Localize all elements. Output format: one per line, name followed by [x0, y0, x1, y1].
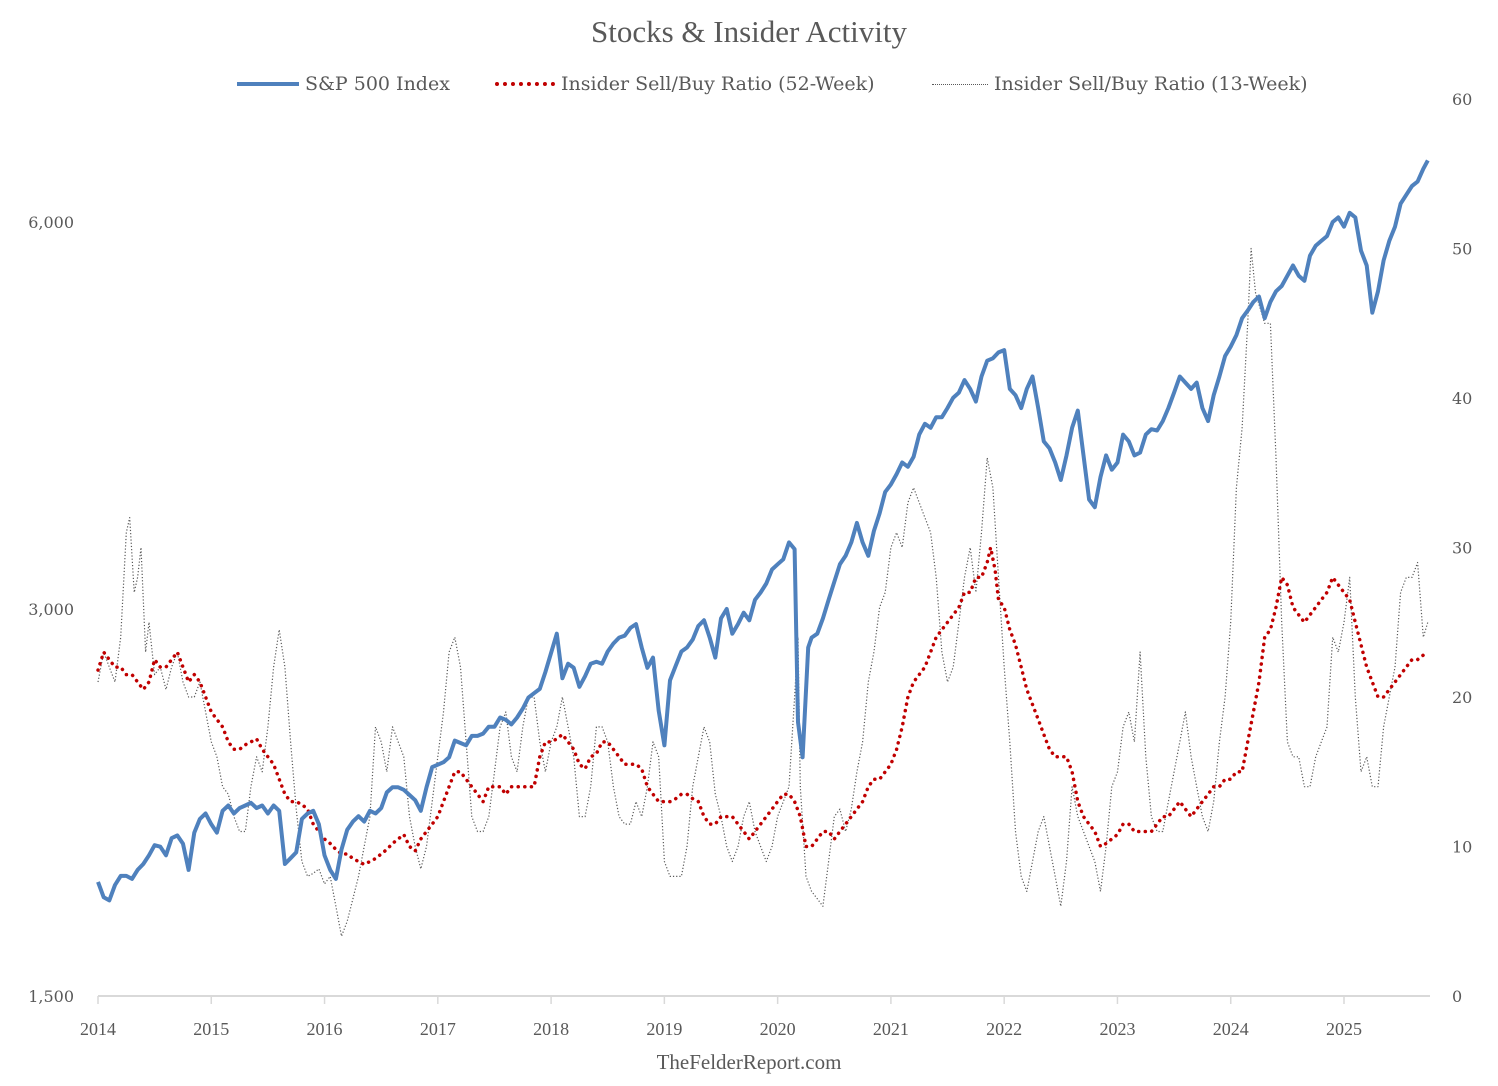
series-line-sp500: [96, 159, 1430, 903]
x-tick-label: 2014: [80, 1019, 116, 1039]
x-tick-label: 2016: [307, 1019, 343, 1039]
legend: S&P 500 Index Insider Sell/Buy Ratio (52…: [0, 68, 1498, 100]
x-tick-label: 2018: [533, 1019, 569, 1039]
legend-item-ratio-52w: Insider Sell/Buy Ratio (52-Week): [495, 68, 875, 100]
y-right-tick-label: 0: [1452, 987, 1462, 1006]
x-tick-label: 2023: [1099, 1019, 1135, 1039]
y-right-tick-label: 50: [1452, 240, 1472, 259]
legend-swatch-red-dotted: [495, 82, 555, 86]
source-credit: TheFelderReport.com: [656, 1050, 842, 1074]
y-left-tick-label: 1,500: [28, 987, 74, 1006]
legend-item-sp500: S&P 500 Index: [237, 68, 450, 100]
x-tick-label: 2025: [1326, 1019, 1362, 1039]
series-line-ratio-13w: [97, 247, 1429, 937]
x-tick-label: 2015: [193, 1019, 229, 1039]
y-left-axis-ticks: 1,500 3,000 6,000: [28, 213, 74, 1006]
y-right-tick-label: 10: [1452, 838, 1472, 857]
y-right-tick-label: 30: [1452, 539, 1472, 558]
legend-label-sp500: S&P 500 Index: [305, 73, 450, 95]
x-axis-ticks: 2014 2015 2016 2017 2018 2019 2020 2021 2022 2023…: [80, 996, 1362, 1039]
chart-title: Stocks & Insider Activity: [590, 14, 907, 49]
legend-item-ratio-13w: Insider Sell/Buy Ratio (13-Week): [932, 68, 1308, 100]
x-tick-label: 2022: [986, 1019, 1022, 1039]
y-right-tick-label: 40: [1452, 389, 1472, 408]
y-right-axis-ticks: 0 10 20 30 40 50 60: [1452, 90, 1472, 1006]
x-tick-label: 2020: [760, 1019, 796, 1039]
legend-label-ratio-13w: Insider Sell/Buy Ratio (13-Week): [994, 73, 1308, 95]
y-right-tick-label: 20: [1452, 688, 1472, 707]
series-line-ratio-52w: [96, 545, 1430, 867]
x-tick-label: 2024: [1213, 1019, 1249, 1039]
series-layer: [96, 159, 1430, 937]
y-right-tick-label: 60: [1452, 90, 1472, 109]
y-left-tick-label: 3,000: [28, 600, 74, 619]
x-tick-label: 2017: [420, 1019, 456, 1039]
legend-swatch-solid-line: [237, 82, 299, 86]
legend-swatch-gray-dotted: [932, 83, 988, 85]
x-tick-label: 2019: [646, 1019, 682, 1039]
legend-label-ratio-52w: Insider Sell/Buy Ratio (52-Week): [561, 73, 875, 95]
x-tick-label: 2021: [873, 1019, 909, 1039]
y-left-tick-label: 6,000: [28, 213, 74, 232]
